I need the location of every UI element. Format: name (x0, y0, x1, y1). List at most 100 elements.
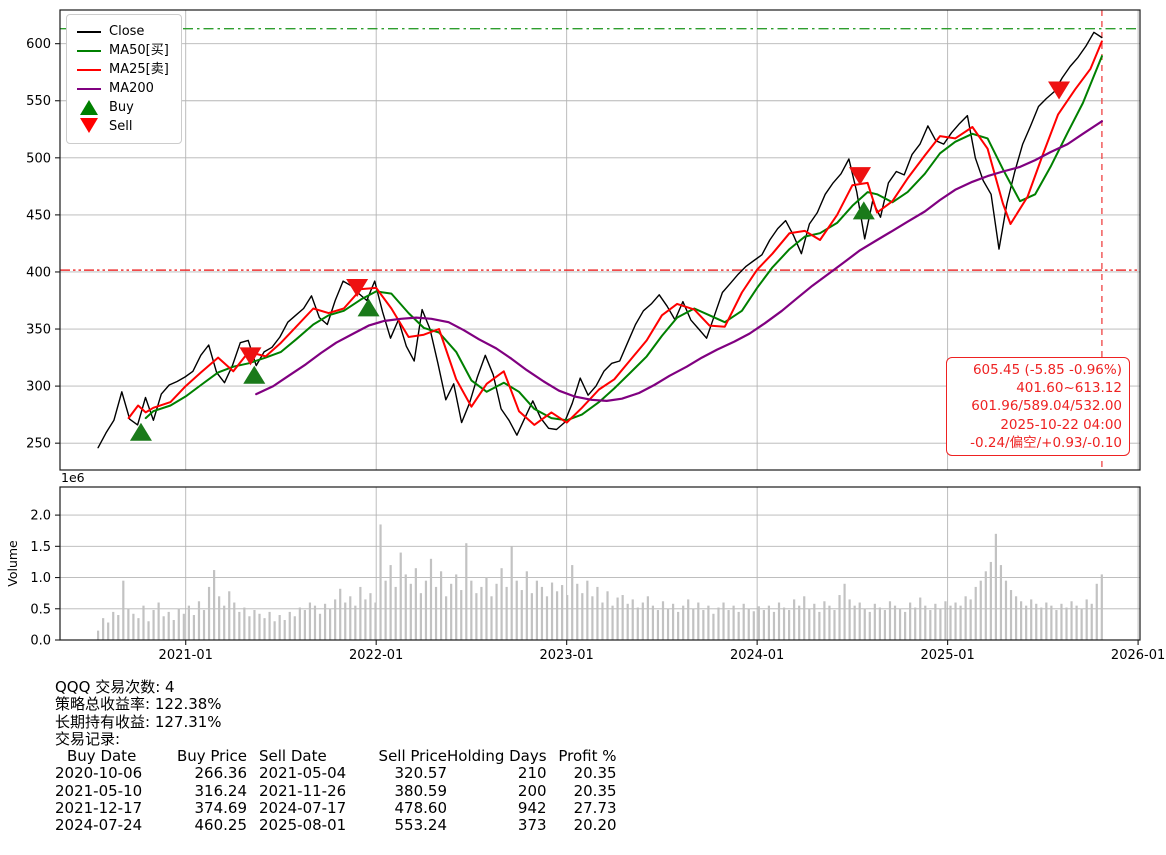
volume-bar (414, 568, 417, 640)
x-tick-label: 2025-01 (920, 648, 974, 660)
volume-bar (303, 610, 306, 640)
volume-bar (1009, 590, 1013, 640)
volume-bar (177, 608, 180, 640)
trade-profit-pct: 20.35 (573, 764, 617, 783)
volume-bar (828, 605, 831, 640)
annotation-ma-values: 601.96/589.04/532.00 (971, 398, 1122, 415)
volume-bar (238, 611, 241, 640)
volume-bar (1100, 574, 1103, 640)
trade-buy-date: 2021-12-17 (55, 799, 143, 818)
volume-bar (1045, 602, 1048, 640)
volume-bar (808, 608, 811, 640)
volume-bar (389, 565, 392, 640)
trade-sell-date: 2025-08-01 (259, 816, 347, 835)
volume-bar (152, 610, 155, 640)
volume-bar (909, 602, 912, 640)
trade-records-label: 交易记录: (55, 729, 121, 748)
sell-marker (346, 278, 369, 297)
volume-bar (813, 603, 816, 640)
price-annotation-box: 605.45 (-5.85 -0.96%) 401.60~613.12 601.… (946, 357, 1130, 457)
volume-bar (873, 603, 876, 640)
volume-bar (732, 605, 735, 640)
volume-bar (439, 571, 443, 640)
volume-bar (596, 586, 599, 640)
volume-bar (132, 613, 135, 640)
price-volume-chart: 250 300 350 400 450 500 550 600 0.0 0.5 1.0 1.5 2.0 2… (5, 9, 1165, 660)
volume-bar (651, 605, 655, 640)
volume-bar (197, 601, 201, 640)
volume-ytick-label: 1.0 (30, 571, 51, 586)
volume-bar (914, 607, 917, 640)
volume-bar (329, 608, 332, 640)
series-ma200 (255, 120, 1104, 402)
buy-marker (243, 365, 266, 384)
volume-bar (354, 605, 357, 640)
volume-bar (127, 608, 130, 640)
legend-item-close: Close (77, 22, 169, 41)
volume-bar (1014, 596, 1018, 640)
trade-records-table: Buy Date Buy Price Sell Date Sell Price … (55, 747, 617, 835)
volume-bar (555, 591, 559, 640)
volume-bar (339, 588, 342, 640)
volume-bar (273, 621, 276, 640)
trade-profit-pct: 20.20 (573, 816, 617, 835)
volume-bar (455, 574, 458, 640)
volume-bar (939, 608, 942, 640)
legend-marker-swatch (77, 118, 101, 133)
trade-sell-price: 478.60 (394, 799, 448, 818)
volume-bar (1050, 605, 1053, 640)
volume-bar (187, 605, 190, 640)
trade-buy-price: 266.36 (194, 764, 248, 783)
volume-bar (888, 601, 892, 640)
volume-bar (248, 616, 251, 640)
buy-marker (357, 298, 380, 317)
annotation-last-price: 605.45 (-5.85 -0.96%) (972, 362, 1122, 378)
trade-table-header-row: Buy Date Buy Price Sell Date Sell Price … (55, 747, 617, 766)
volume-bar (979, 580, 982, 640)
volume-bar (540, 586, 544, 640)
volume-bar (964, 596, 967, 640)
legend-item-ma200: MA200 (77, 79, 169, 98)
volume-bar (162, 616, 165, 640)
x-tick-label: 2022-01 (349, 648, 403, 660)
volume-bar (1035, 603, 1038, 640)
volume-bar (263, 618, 266, 640)
volume-bar (566, 595, 569, 640)
volume-bar (702, 610, 705, 640)
volume-bar (727, 610, 730, 640)
volume-bar (631, 599, 634, 640)
volume-bar (424, 580, 428, 640)
volume-bar (682, 605, 685, 640)
volume-bar (999, 565, 1003, 640)
volume-bar (656, 610, 660, 640)
legend-item-label: Buy (109, 100, 134, 115)
volume-bar (626, 603, 629, 640)
volume-bar (480, 586, 483, 640)
price-ytick-label: 300 (26, 380, 51, 395)
sell-triangle-icon (80, 118, 98, 133)
volume-bar (601, 602, 604, 640)
volume-bar (762, 610, 765, 640)
sell-marker (849, 167, 871, 186)
volume-bar (757, 606, 760, 640)
col-header-buy-price: Buy Price (176, 747, 247, 766)
volume-bar (747, 608, 750, 640)
trade-profit-pct: 27.73 (573, 799, 617, 818)
volume-bar (576, 583, 579, 640)
volume-bar (1020, 601, 1023, 640)
volume-bar (641, 602, 644, 640)
legend-marker-swatch (77, 100, 101, 115)
volume-bar (1004, 580, 1008, 640)
volume-bar (818, 611, 821, 640)
legend-item-buy: Buy (77, 98, 169, 117)
legend-item-ma50-: MA50[买] (77, 41, 169, 60)
volume-bar (944, 601, 947, 640)
trade-holding-days: 200 (517, 781, 547, 800)
volume-bar (646, 596, 649, 640)
trade-sell-price: 380.59 (394, 781, 448, 800)
volume-ytick-label: 0.0 (30, 634, 51, 649)
volume-bar (394, 586, 397, 640)
legend-line-swatch (77, 68, 101, 71)
trade-sell-price: 320.57 (394, 764, 448, 783)
volume-bar (207, 586, 211, 640)
